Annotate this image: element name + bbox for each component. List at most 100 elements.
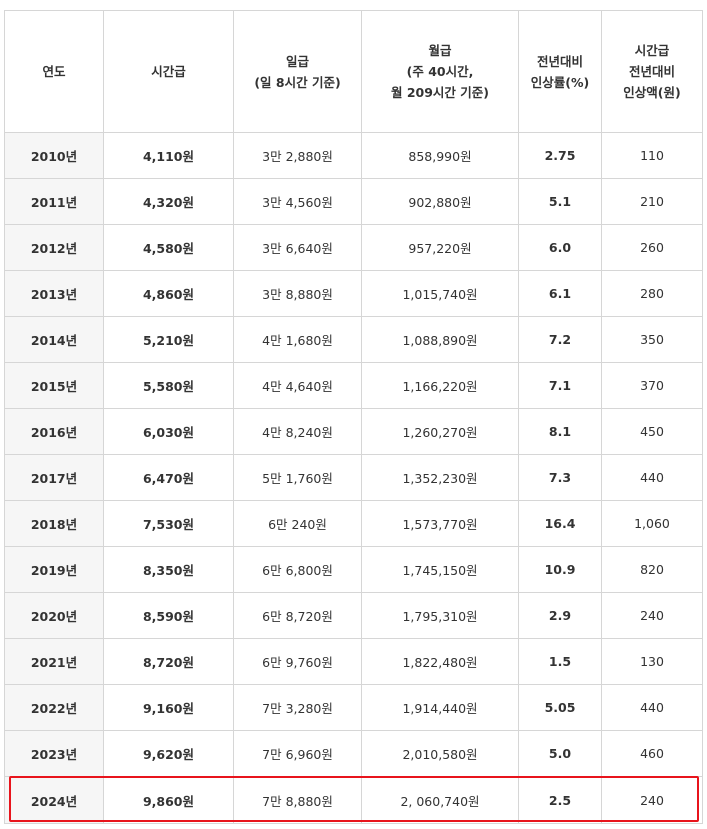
cell-daily: 7만 6,960원: [233, 730, 362, 777]
cell-monthly: 858,990원: [361, 132, 519, 179]
cell-increase: 1,060: [601, 500, 703, 547]
cell-year: 2012년: [4, 224, 104, 271]
header-increase: 시간급 전년대비 인상액(원): [601, 10, 703, 133]
cell-increase: 240: [601, 592, 703, 639]
cell-hourly: 8,720원: [103, 638, 234, 685]
cell-monthly: 902,880원: [361, 178, 519, 225]
cell-hourly: 8,350원: [103, 546, 234, 593]
cell-rate: 10.9: [518, 546, 602, 593]
cell-hourly: 7,530원: [103, 500, 234, 547]
header-line: 월 209시간 기준): [390, 85, 489, 100]
table-row: 2022년 9,160원 7만 3,280원 1,914,440원 5.05 440: [4, 684, 703, 731]
table-row: 2017년 6,470원 5만 1,760원 1,352,230원 7.3 440: [4, 454, 703, 501]
table-row: 2016년 6,030원 4만 8,240원 1,260,270원 8.1 450: [4, 408, 703, 455]
cell-increase: 130: [601, 638, 703, 685]
header-hourly: 시간급: [103, 10, 234, 133]
header-row: 연도 시간급 일급 (일 8시간 기준) 월급 (주 40시간, 월 209시간…: [4, 10, 703, 133]
cell-increase: 450: [601, 408, 703, 455]
cell-monthly: 2, 060,740원: [361, 776, 519, 824]
cell-year: 2013년: [4, 270, 104, 317]
cell-year: 2019년: [4, 546, 104, 593]
cell-daily: 3만 8,880원: [233, 270, 362, 317]
cell-year: 2017년: [4, 454, 104, 501]
cell-monthly: 1,573,770원: [361, 500, 519, 547]
cell-hourly: 5,580원: [103, 362, 234, 409]
cell-monthly: 1,166,220원: [361, 362, 519, 409]
table-row: 2010년 4,110원 3만 2,880원 858,990원 2.75 110: [4, 132, 703, 179]
cell-rate: 16.4: [518, 500, 602, 547]
cell-year: 2010년: [4, 132, 104, 179]
cell-daily: 7만 8,880원: [233, 776, 362, 824]
header-line: (일 8시간 기준): [254, 74, 341, 90]
cell-monthly: 1,914,440원: [361, 684, 519, 731]
cell-increase: 280: [601, 270, 703, 317]
cell-year: 2020년: [4, 592, 104, 639]
cell-year: 2015년: [4, 362, 104, 409]
cell-hourly: 4,580원: [103, 224, 234, 271]
cell-increase: 820: [601, 546, 703, 593]
cell-year: 2023년: [4, 730, 104, 777]
table-row: 2019년 8,350원 6만 6,800원 1,745,150원 10.9 820: [4, 546, 703, 593]
cell-rate: 2.75: [518, 132, 602, 179]
cell-monthly: 1,822,480원: [361, 638, 519, 685]
minimum-wage-table: 연도 시간급 일급 (일 8시간 기준) 월급 (주 40시간, 월 209시간…: [4, 10, 703, 824]
cell-rate: 7.2: [518, 316, 602, 363]
header-line: 전년대비: [628, 64, 675, 79]
table-row: 2012년 4,580원 3만 6,640원 957,220원 6.0 260: [4, 224, 703, 271]
cell-daily: 4만 4,640원: [233, 362, 362, 409]
cell-rate: 6.1: [518, 270, 602, 317]
cell-increase: 240: [601, 776, 703, 824]
cell-increase: 370: [601, 362, 703, 409]
header-line: 시간급: [634, 43, 670, 58]
cell-monthly: 1,088,890원: [361, 316, 519, 363]
cell-daily: 6만 6,800원: [233, 546, 362, 593]
cell-daily: 6만 9,760원: [233, 638, 362, 685]
cell-increase: 110: [601, 132, 703, 179]
cell-daily: 3만 4,560원: [233, 178, 362, 225]
header-rate: 전년대비 인상률(%): [518, 10, 602, 133]
cell-hourly: 9,160원: [103, 684, 234, 731]
cell-rate: 2.5: [518, 776, 602, 824]
cell-hourly: 5,210원: [103, 316, 234, 363]
cell-monthly: 957,220원: [361, 224, 519, 271]
cell-rate: 5.0: [518, 730, 602, 777]
cell-year: 2021년: [4, 638, 104, 685]
cell-daily: 6만 240원: [233, 500, 362, 547]
cell-monthly: 1,745,150원: [361, 546, 519, 593]
table-row: 2023년 9,620원 7만 6,960원 2,010,580원 5.0 460: [4, 730, 703, 777]
cell-rate: 5.05: [518, 684, 602, 731]
header-line: 시간급: [151, 64, 186, 79]
cell-hourly: 4,860원: [103, 270, 234, 317]
cell-monthly: 2,010,580원: [361, 730, 519, 777]
header-line: 인상률(%): [530, 74, 590, 90]
cell-daily: 3만 6,640원: [233, 224, 362, 271]
table-row: 2024년 9,860원 7만 8,880원 2, 060,740원 2.5 240: [4, 776, 703, 824]
cell-rate: 7.3: [518, 454, 602, 501]
header-monthly: 월급 (주 40시간, 월 209시간 기준): [361, 10, 519, 133]
cell-monthly: 1,795,310원: [361, 592, 519, 639]
table-row: 2011년 4,320원 3만 4,560원 902,880원 5.1 210: [4, 178, 703, 225]
cell-daily: 6만 8,720원: [233, 592, 362, 639]
cell-monthly: 1,015,740원: [361, 270, 519, 317]
cell-hourly: 4,110원: [103, 132, 234, 179]
cell-increase: 350: [601, 316, 703, 363]
cell-hourly: 9,860원: [103, 776, 234, 824]
cell-rate: 8.1: [518, 408, 602, 455]
table-row: 2014년 5,210원 4만 1,680원 1,088,890원 7.2 350: [4, 316, 703, 363]
header-line: 일급: [285, 53, 309, 69]
cell-year: 2024년: [4, 776, 104, 824]
cell-rate: 1.5: [518, 638, 602, 685]
cell-daily: 3만 2,880원: [233, 132, 362, 179]
cell-increase: 440: [601, 454, 703, 501]
cell-year: 2011년: [4, 178, 104, 225]
cell-increase: 260: [601, 224, 703, 271]
cell-daily: 4만 1,680원: [233, 316, 362, 363]
table-header: 연도 시간급 일급 (일 8시간 기준) 월급 (주 40시간, 월 209시간…: [4, 10, 703, 133]
cell-hourly: 6,030원: [103, 408, 234, 455]
table-row: 2015년 5,580원 4만 4,640원 1,166,220원 7.1 370: [4, 362, 703, 409]
cell-hourly: 8,590원: [103, 592, 234, 639]
header-line: 연도: [42, 64, 66, 79]
cell-increase: 460: [601, 730, 703, 777]
header-line: 전년대비: [536, 53, 583, 69]
